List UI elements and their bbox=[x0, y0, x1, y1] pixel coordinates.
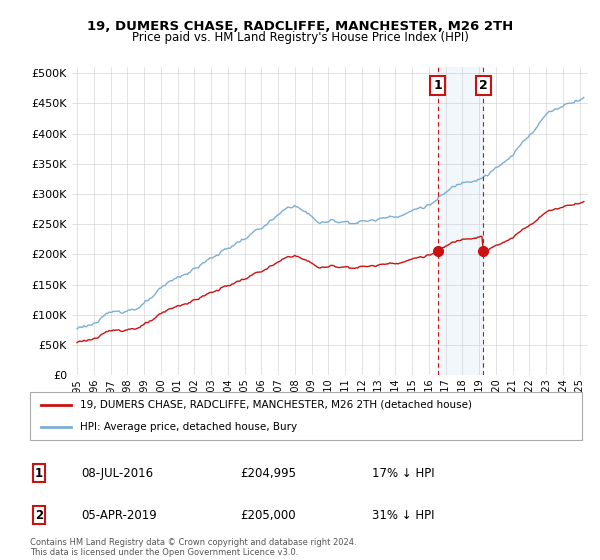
Text: 19, DUMERS CHASE, RADCLIFFE, MANCHESTER, M26 2TH (detached house): 19, DUMERS CHASE, RADCLIFFE, MANCHESTER,… bbox=[80, 400, 472, 410]
Text: 2: 2 bbox=[35, 508, 43, 522]
Text: £205,000: £205,000 bbox=[240, 508, 296, 522]
Bar bbox=[437, 67, 483, 375]
Text: 19, DUMERS CHASE, RADCLIFFE, MANCHESTER, M26 2TH: 19, DUMERS CHASE, RADCLIFFE, MANCHESTER,… bbox=[87, 20, 513, 32]
Text: 31% ↓ HPI: 31% ↓ HPI bbox=[372, 508, 434, 522]
Text: 1: 1 bbox=[433, 79, 442, 92]
Text: Contains HM Land Registry data © Crown copyright and database right 2024.
This d: Contains HM Land Registry data © Crown c… bbox=[30, 538, 356, 557]
Text: 05-APR-2019: 05-APR-2019 bbox=[81, 508, 157, 522]
Text: 08-JUL-2016: 08-JUL-2016 bbox=[81, 466, 153, 480]
Text: £204,995: £204,995 bbox=[240, 466, 296, 480]
Text: 1: 1 bbox=[35, 466, 43, 480]
Text: 2: 2 bbox=[479, 79, 488, 92]
Text: Price paid vs. HM Land Registry's House Price Index (HPI): Price paid vs. HM Land Registry's House … bbox=[131, 31, 469, 44]
FancyBboxPatch shape bbox=[30, 392, 582, 440]
Text: HPI: Average price, detached house, Bury: HPI: Average price, detached house, Bury bbox=[80, 422, 297, 432]
Text: 17% ↓ HPI: 17% ↓ HPI bbox=[372, 466, 434, 480]
